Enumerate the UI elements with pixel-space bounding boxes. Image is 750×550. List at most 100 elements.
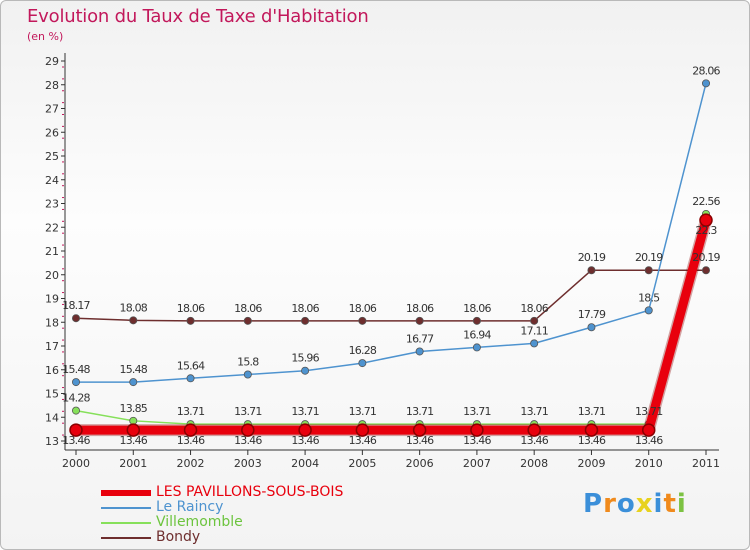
data-point (298, 423, 312, 437)
data-point (702, 79, 711, 88)
data-point (69, 423, 83, 437)
logo-letter: i (676, 489, 687, 519)
logo-letter: i (653, 489, 664, 519)
x-tick-label: 2009 (577, 457, 605, 470)
data-point (530, 339, 539, 348)
data-label: 13.46 (349, 434, 377, 447)
series-line (71, 215, 711, 435)
y-tick-label: 14 (45, 411, 59, 424)
data-point (241, 423, 255, 437)
data-label: 18.06 (406, 302, 434, 315)
data-label: 13.71 (406, 405, 434, 418)
data-point (470, 423, 484, 437)
data-label: 13.46 (406, 434, 434, 447)
data-label: 18.06 (463, 302, 491, 315)
data-label: 13.71 (463, 405, 491, 418)
data-point (412, 423, 427, 437)
chart-title: Evolution du Taux de Taxe d'Habitation (27, 6, 369, 27)
y-tick-label: 22 (45, 221, 59, 234)
data-label: 13.71 (349, 405, 377, 418)
series-line (75, 82, 707, 383)
data-label: 13.46 (234, 434, 262, 447)
data-point (129, 378, 138, 387)
y-tick-label: 23 (45, 198, 59, 211)
legend-swatch-le-raincy (101, 507, 151, 509)
series-line-shadow (70, 214, 712, 437)
data-point (415, 347, 424, 356)
data-point (72, 378, 81, 387)
data-point (186, 316, 195, 325)
legend-label-pavillons: LES PAVILLONS-SOUS-BOIS (156, 484, 344, 500)
proxiti-logo: Proxiti (583, 489, 687, 519)
x-tick-label: 2002 (177, 457, 205, 470)
data-point (358, 359, 367, 368)
data-point (358, 316, 367, 325)
data-label: 13.71 (291, 405, 319, 418)
data-point (183, 423, 198, 437)
logo-letter: r (603, 489, 617, 519)
data-label: 22.56 (692, 195, 720, 208)
x-tick-label: 2011 (692, 457, 720, 470)
data-point (584, 423, 599, 437)
data-label: 14.28 (62, 392, 90, 405)
series-line (75, 213, 707, 425)
data-label: 13.46 (177, 434, 205, 447)
data-point (641, 423, 656, 437)
data-label: 15.8 (237, 356, 259, 369)
data-label: 13.71 (177, 405, 205, 418)
legend-label-bondy: Bondy (156, 529, 201, 545)
data-label: 18.08 (120, 301, 148, 314)
y-tick-label: 27 (45, 103, 59, 116)
y-tick-label: 18 (45, 316, 59, 329)
y-tick-label: 19 (45, 293, 59, 306)
data-point (243, 316, 252, 325)
data-label: 13.46 (120, 434, 148, 447)
logo-letter: x (635, 489, 654, 519)
data-point (527, 423, 541, 437)
x-tick-label: 2000 (62, 457, 90, 470)
data-point (301, 366, 310, 375)
data-label: 15.48 (120, 363, 148, 376)
data-label: 17.11 (520, 324, 548, 337)
x-tick-label: 2010 (635, 457, 663, 470)
data-point (530, 316, 539, 325)
data-label: 28.06 (692, 64, 720, 77)
x-tick-label: 2008 (520, 457, 548, 470)
x-tick-label: 2005 (348, 457, 376, 470)
data-label: 20.19 (578, 251, 606, 264)
y-tick-label: 17 (45, 340, 59, 353)
data-point (587, 266, 596, 275)
data-label: 18.06 (291, 302, 319, 315)
data-label: 13.46 (62, 434, 90, 447)
data-label: 16.94 (463, 328, 491, 341)
y-tick-label: 16 (45, 364, 59, 377)
legend-label-villemomble: Villemomble (156, 514, 243, 530)
data-point (72, 406, 81, 415)
logo-letter: t (663, 489, 677, 519)
data-point (702, 266, 711, 275)
x-tick-label: 2007 (463, 457, 491, 470)
data-point (699, 213, 713, 227)
data-label: 15.64 (177, 359, 205, 372)
data-point (186, 374, 195, 383)
data-label: 13.46 (578, 434, 606, 447)
data-point (243, 370, 252, 379)
data-label: 18.06 (349, 302, 377, 315)
data-point (129, 316, 138, 325)
data-label: 13.71 (635, 405, 663, 418)
y-tick-label: 29 (45, 55, 59, 68)
data-label: 16.28 (349, 344, 377, 357)
data-label: 16.77 (406, 332, 434, 345)
data-point (472, 316, 481, 325)
legend-swatch-pavillons (101, 490, 151, 496)
data-label: 18.06 (520, 302, 548, 315)
data-point (472, 343, 481, 352)
data-label: 20.19 (692, 251, 720, 264)
logo-letter: P (583, 489, 604, 519)
y-tick-label: 24 (45, 174, 59, 187)
y-tick-label: 25 (45, 150, 59, 163)
data-label: 15.48 (62, 363, 90, 376)
y-tick-label: 26 (45, 126, 59, 139)
